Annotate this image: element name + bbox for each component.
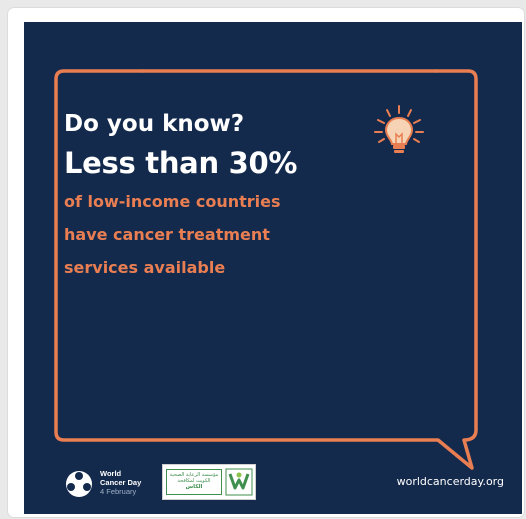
website-link[interactable]: worldcancerday.org — [396, 475, 504, 488]
brand-date: 4 February — [100, 487, 137, 496]
world-cancer-day-brand-text: World Cancer Day 4 February — [100, 469, 141, 496]
speech-bubble-outline — [54, 69, 478, 470]
infographic-panel: Do you know? Less than 30% of low-income… — [24, 22, 522, 514]
brand-line-2: Cancer Day — [100, 478, 142, 487]
subtitle-line-1: of low-income countries — [64, 192, 281, 211]
subtitle-block: of low-income countries have cancer trea… — [64, 185, 394, 284]
partner-logo-icon — [225, 468, 253, 496]
world-cancer-day-logo-icon — [66, 471, 92, 497]
footer-bar: World Cancer Day 4 February مؤسسة الرعاي… — [64, 463, 504, 503]
headline-statistic: Less than 30% — [64, 146, 298, 180]
question-heading: Do you know? — [64, 111, 245, 137]
message-text-group: Do you know? Less than 30% of low-income… — [64, 109, 394, 284]
subtitle-line-3: services available — [64, 258, 226, 277]
partner-logo-text-box: مؤسسة الرعاية الصحية الكويت لمكافحة الكا… — [166, 469, 222, 495]
partner-text-line-1: مؤسسة الرعاية الصحية — [169, 472, 219, 478]
subtitle-line-2: have cancer treatment — [64, 225, 270, 244]
partner-text-line-3: الكاس — [185, 484, 203, 490]
partner-logo: مؤسسة الرعاية الصحية الكويت لمكافحة الكا… — [162, 464, 256, 500]
partner-text-line-2: الكويت لمكافحة — [177, 478, 211, 484]
lightbulb-icon — [374, 105, 424, 153]
brand-line-1: World — [100, 469, 122, 478]
